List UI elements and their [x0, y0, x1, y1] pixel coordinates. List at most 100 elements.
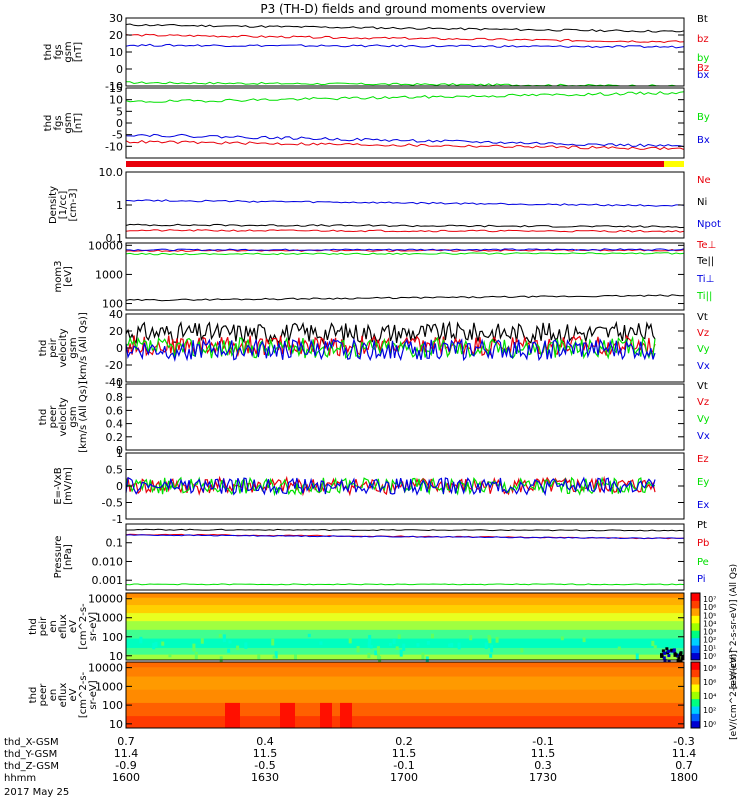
y-axis-label: thd peir en eflux eV [cm^2-s-sr-eV]: [28, 603, 99, 650]
heatmap-cell: [667, 659, 671, 663]
colorbar-swatch: [691, 669, 700, 678]
status-bar-red: [126, 161, 664, 167]
colorbar-tick-label: 10⁰: [703, 720, 716, 729]
legend-Vx: Vx: [697, 431, 710, 442]
heatmap-cell: [340, 702, 352, 728]
figure-title: P3 (TH-D) fields and ground moments over…: [260, 2, 545, 16]
y-tick-label: 10000: [88, 593, 123, 606]
series-By: [125, 91, 685, 103]
heatmap-cell: [152, 642, 156, 650]
heatmap-band: [126, 647, 684, 656]
heatmap-cell: [426, 640, 430, 645]
series-Ni: [125, 223, 685, 229]
series-Pi: [125, 534, 685, 540]
y-tick-label: 0.4: [106, 418, 124, 431]
y-tick-label: 10000: [88, 239, 123, 252]
y-tick-label: 0.6: [106, 404, 124, 417]
y-tick-label: 30: [109, 12, 123, 25]
y-axis-label-line: eflux: [58, 614, 69, 639]
legend-Ti||: Ti||: [696, 291, 712, 302]
xaxis-value: 1730: [529, 771, 557, 784]
heatmap-cell: [679, 659, 683, 663]
heatmap-cell: [236, 645, 240, 651]
colorbar-swatch: [691, 645, 700, 654]
y-tick-label: -20: [105, 359, 123, 372]
y-tick-label: -10: [105, 80, 123, 93]
legend-by: by: [697, 53, 709, 64]
y-axis-label-line: [mV/m]: [63, 467, 74, 505]
y-tick-label: 20: [109, 325, 123, 338]
y-axis-label-line: peir: [48, 337, 59, 357]
heatmap-cell: [560, 636, 564, 641]
heatmap-band: [126, 613, 684, 622]
heatmap-cell: [367, 642, 371, 648]
legend-Pb: Pb: [697, 538, 709, 549]
heatmap-cell: [161, 641, 165, 646]
series-Bt: [125, 23, 685, 33]
xaxis-value: 1700: [390, 771, 418, 784]
y-tick-label: 0: [116, 480, 123, 493]
y-tick-label: 10: [109, 718, 123, 731]
y-axis-label-line: gsm: [63, 41, 74, 62]
y-tick-label: 0.8: [106, 391, 124, 404]
y-axis-label: mom3 [eV]: [53, 261, 74, 293]
heatmap-band: [126, 605, 684, 614]
heatmap-cell: [222, 634, 226, 643]
y-axis-label-line: eV: [68, 620, 79, 633]
heatmap-band: [126, 629, 684, 640]
series-Bx: [125, 133, 685, 148]
legend-Npot: Npot: [697, 219, 721, 230]
colorbar-frame: [690, 592, 701, 661]
y-tick-label: 100: [102, 631, 123, 644]
y-tick-label: 10: [109, 650, 123, 663]
y-axis-label: thd peer en eflux eV [cm^2-s-sr-eV]: [28, 671, 99, 718]
heatmap-cell: [662, 656, 666, 660]
legend-Vz: Vz: [697, 397, 709, 408]
panel-frame: [125, 523, 685, 591]
series-Ti||: [125, 252, 685, 256]
y-tick-label: 0: [116, 63, 123, 76]
legend-Ey: Ey: [697, 477, 709, 488]
legend-Vt: Vt: [697, 312, 708, 323]
colorbar-tick-label: 10⁰: [703, 652, 716, 661]
y-axis-label-line: Pressure: [53, 536, 64, 579]
y-axis-label-line: thd: [28, 618, 39, 635]
y-axis-label-line: thd: [38, 409, 49, 426]
heatmap-cell: [348, 638, 352, 644]
heatmap-cell: [368, 634, 372, 643]
colorbar-swatch: [691, 600, 700, 609]
heatmap-band: [126, 654, 684, 661]
legend-bx: bx: [697, 70, 709, 81]
y-axis-label-line: fgs: [53, 44, 64, 59]
xaxis-value: -0.9: [115, 759, 136, 772]
heatmap-cell: [582, 637, 586, 643]
legend-By: By: [697, 112, 710, 123]
legend-Ex: Ex: [697, 500, 709, 511]
heatmap-cell: [244, 642, 248, 649]
y-tick-label: -0.5: [102, 497, 123, 510]
colorbar-swatch: [691, 676, 700, 685]
xaxis-row-label: thd_X-GSM: [4, 737, 59, 748]
y-tick-label: 100: [102, 298, 123, 311]
colorbar-tick-label: 10⁵: [703, 611, 716, 620]
xaxis-value: 0.2: [395, 735, 413, 748]
colorbar-tick-label: 10⁸: [703, 664, 716, 673]
heatmap-cell: [660, 654, 664, 658]
series-Pt: [125, 528, 685, 532]
heatmap-cell: [272, 655, 276, 659]
heatmap-cell: [154, 641, 158, 648]
xaxis-value: 0.7: [675, 759, 693, 772]
legend-Ne: Ne: [697, 175, 711, 186]
y-tick-label: -10: [105, 140, 123, 153]
y-tick-label: 10.0: [99, 166, 124, 179]
colorbar-swatch: [691, 706, 700, 714]
legend-Vy: Vy: [697, 414, 710, 425]
legend-Ni: Ni: [697, 197, 707, 208]
colorbar-swatch: [691, 698, 700, 707]
series-bz: [125, 33, 685, 44]
colorbar-swatch: [691, 607, 700, 616]
colorbar-label: [eV/(cm^2-s-sr-eV)] (All Qs): [729, 564, 739, 689]
heatmap-cell: [376, 646, 380, 654]
